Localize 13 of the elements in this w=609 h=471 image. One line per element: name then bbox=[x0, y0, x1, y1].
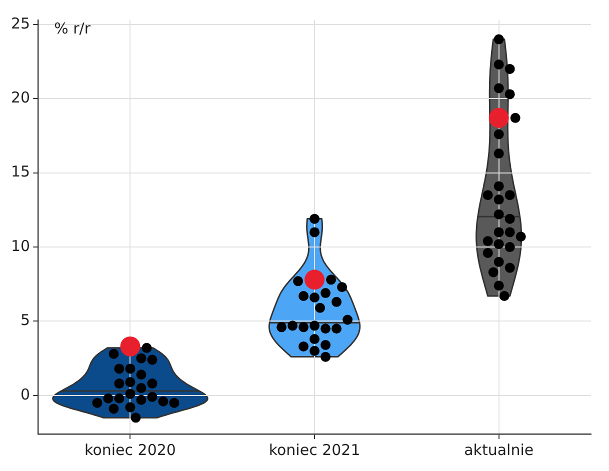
y-tick-label: 10 bbox=[10, 236, 30, 255]
point bbox=[304, 270, 325, 290]
y-tick-label: 15 bbox=[10, 162, 30, 181]
y-tick-label: 25 bbox=[10, 14, 30, 32]
y-tick-label: 0 bbox=[20, 385, 30, 404]
point bbox=[120, 336, 140, 356]
x-tick-label: koniec 2020 bbox=[84, 440, 176, 459]
x-tick-label: aktualnie bbox=[464, 440, 534, 459]
y-axis-title: % r/r bbox=[54, 19, 92, 38]
point bbox=[488, 108, 509, 128]
x-tick-label: koniec 2021 bbox=[268, 440, 360, 459]
y-tick-label: 5 bbox=[20, 311, 30, 330]
y-tick-label: 20 bbox=[10, 88, 30, 107]
